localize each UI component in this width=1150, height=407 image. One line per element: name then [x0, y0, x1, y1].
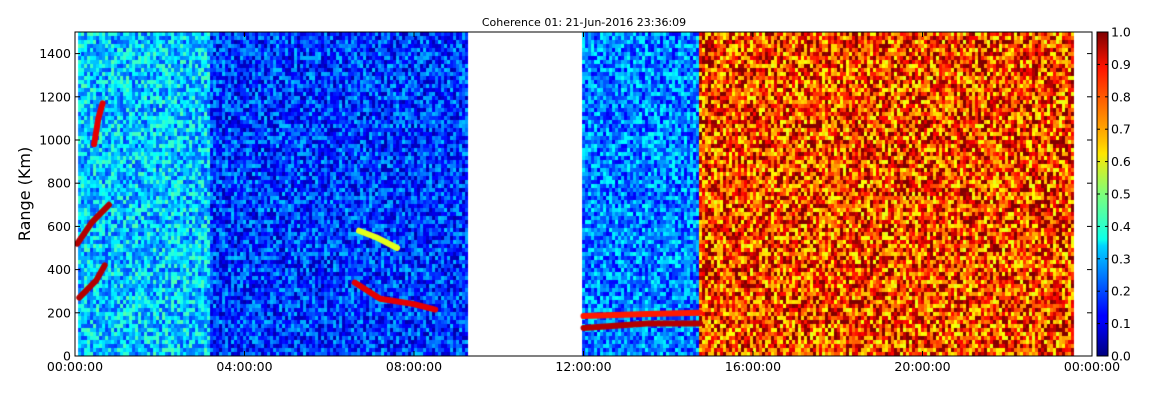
colorbar-tick-label: 0.3 — [1111, 251, 1131, 266]
colorbar-tick-label: 0.1 — [1111, 316, 1131, 331]
x-tick-label: 00:00:00 — [47, 359, 103, 374]
colorbar-tick-label: 0.7 — [1111, 122, 1131, 137]
colorbar-tick-label: 0.9 — [1111, 57, 1131, 72]
y-tick-labels: 0 200 400 600 800 1000 1200 1400 — [39, 46, 71, 363]
colorbar-ticks: 0.0 0.1 0.2 0.3 0.4 0.5 0.6 0.7 0.8 0.9 1.0 — [1097, 25, 1131, 364]
heatmap-image — [75, 32, 1092, 356]
x-tick-labels: 00:00:00 04:00:00 08:00:00 12:00:00 16:00:00… — [47, 359, 1120, 374]
y-tick-label: 1200 — [39, 89, 71, 104]
x-tick-label: 08:00:00 — [386, 359, 442, 374]
colorbar-tick-label: 0.0 — [1111, 349, 1131, 364]
colorbar-tick-label: 0.8 — [1111, 89, 1131, 104]
colorbar-tick-label: 0.4 — [1111, 219, 1131, 234]
y-tick-label: 200 — [47, 305, 71, 320]
y-tick-label: 600 — [47, 219, 71, 234]
colorbar-tick-label: 1.0 — [1111, 25, 1131, 40]
x-tick-label: 20:00:00 — [894, 359, 950, 374]
x-tick-label: 12:00:00 — [555, 359, 611, 374]
plot-ticks — [74, 32, 1093, 357]
heatmap-cells — [75, 32, 1092, 356]
x-tick-label: 04:00:00 — [216, 359, 272, 374]
colorbar-tick-label: 0.6 — [1111, 154, 1131, 169]
colorbar-tick-label: 0.5 — [1111, 187, 1131, 202]
colorbar-tick-label: 0.2 — [1111, 284, 1131, 299]
y-tick-label: 1000 — [39, 133, 71, 148]
y-tick-label: 0 — [63, 349, 71, 364]
y-tick-label: 400 — [47, 262, 71, 277]
y-tick-label: 800 — [47, 176, 71, 191]
y-axis-label: Range (Km) — [15, 147, 34, 241]
x-tick-label: 00:00:00 — [1064, 359, 1120, 374]
y-tick-label: 1400 — [39, 46, 71, 61]
chart-title: Coherence 01: 21-Jun-2016 23:36:09 — [482, 16, 686, 29]
x-tick-label: 16:00:00 — [725, 359, 781, 374]
